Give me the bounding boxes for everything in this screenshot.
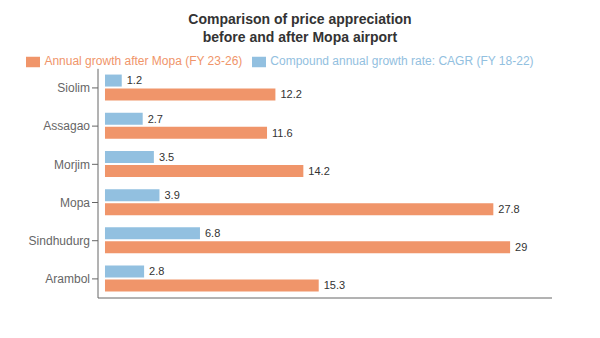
svg-text:2.8: 2.8 xyxy=(149,265,164,277)
svg-text:Sindhudurg: Sindhudurg xyxy=(29,234,90,248)
svg-text:11.6: 11.6 xyxy=(272,127,293,139)
svg-text:6.8: 6.8 xyxy=(205,227,220,239)
svg-text:3.9: 3.9 xyxy=(164,189,179,201)
svg-text:1.2: 1.2 xyxy=(127,74,142,86)
svg-text:27.8: 27.8 xyxy=(498,203,519,215)
svg-text:Mopa: Mopa xyxy=(60,196,90,210)
svg-text:12.2: 12.2 xyxy=(280,88,301,100)
html-text:Annual growth after Mopa (FY 2: Annual growth after Mopa (FY 23-26) xyxy=(44,54,243,68)
html-text:Comparison of price appreciati: Comparison of price appreciation before … xyxy=(188,11,412,45)
svg-text:2.7: 2.7 xyxy=(148,113,163,125)
svg-text:Arambol: Arambol xyxy=(45,272,90,286)
svg-text:15.3: 15.3 xyxy=(324,279,345,291)
svg-text:3.5: 3.5 xyxy=(159,151,174,163)
svg-text:Morjim: Morjim xyxy=(54,158,90,172)
svg-text:29: 29 xyxy=(515,241,527,253)
svg-text:Assagao: Assagao xyxy=(43,119,90,133)
svg-text:Siolim: Siolim xyxy=(57,81,90,95)
html-text:Compound annual growth rate: C: Compound annual growth rate: CAGR (FY 18… xyxy=(270,54,534,68)
svg-text:14.2: 14.2 xyxy=(308,165,329,177)
